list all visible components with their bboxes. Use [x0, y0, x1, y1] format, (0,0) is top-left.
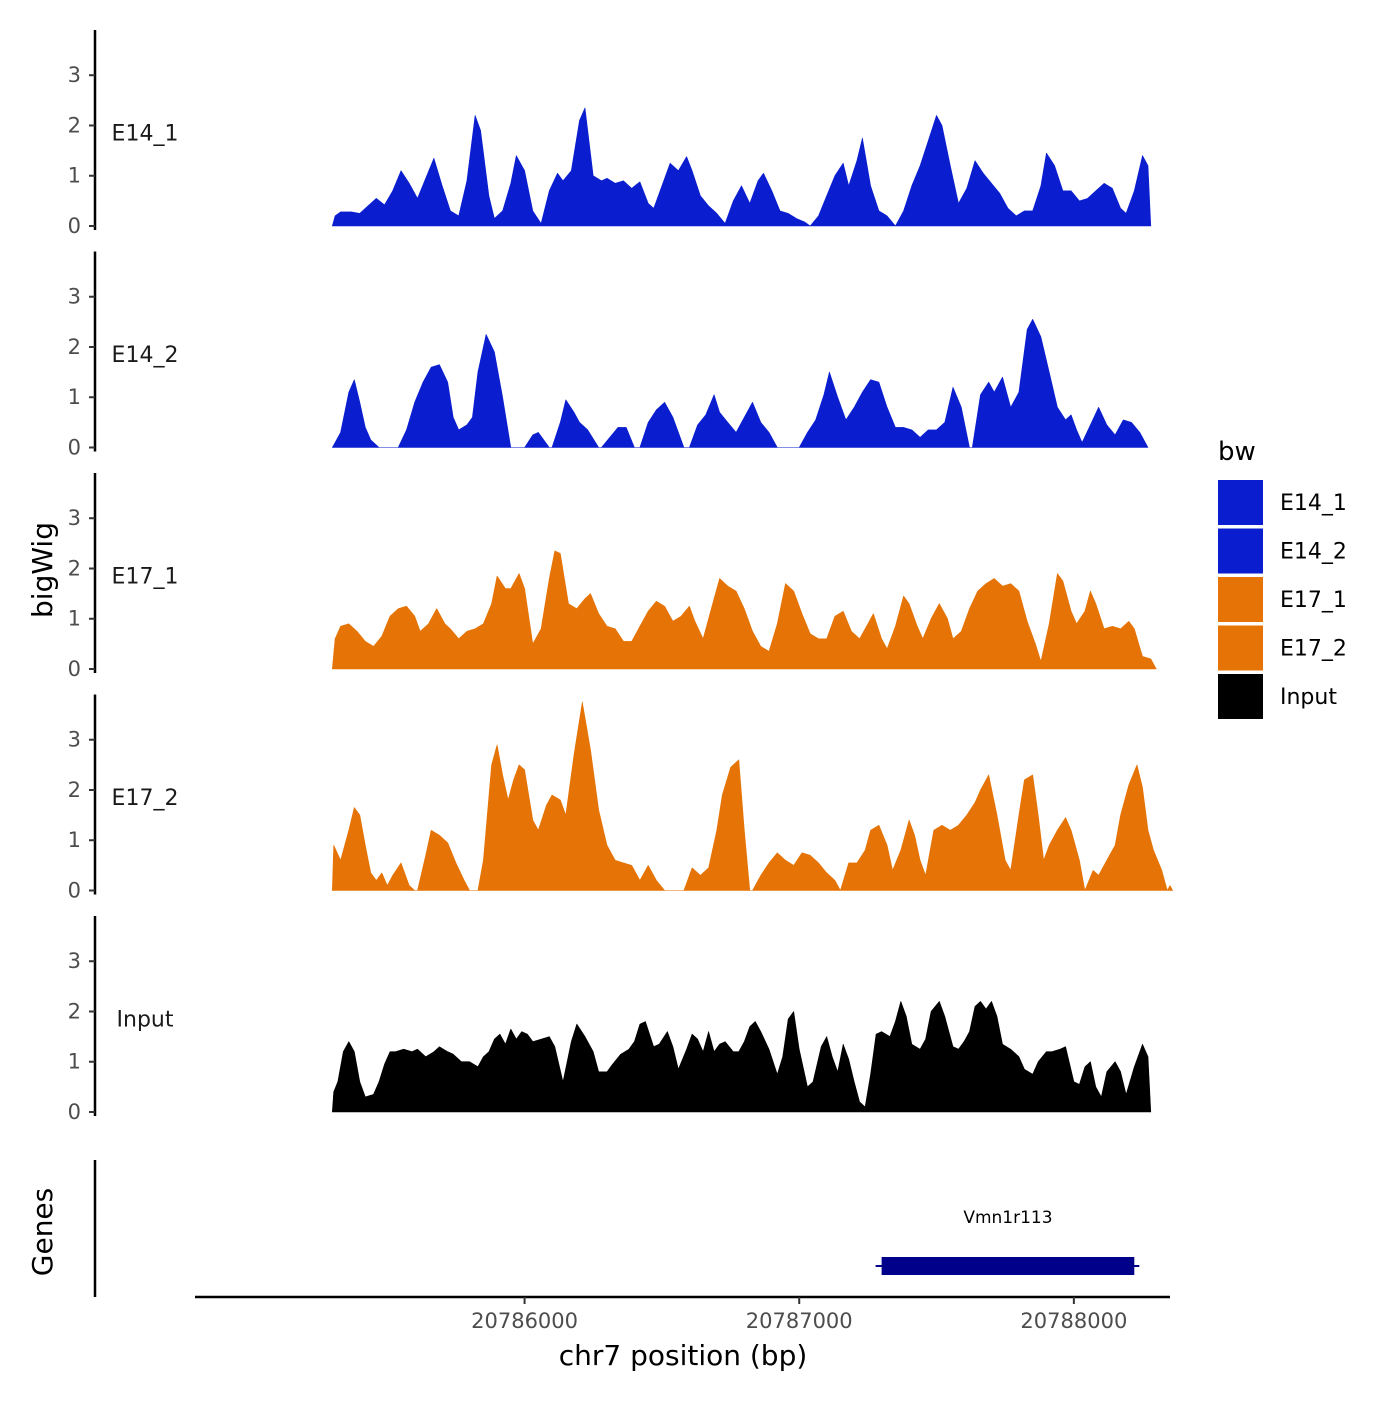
gene-label: Vmn1r113 — [963, 1208, 1052, 1228]
legend-item-e17-2: E17_2 — [1218, 625, 1347, 671]
y-tick-label: 2 — [68, 999, 81, 1023]
track-e17-2: 0 1 2 3 E17_2 — [68, 694, 1173, 903]
y-tick-label: 1 — [68, 828, 81, 852]
signal-area-e17-1 — [332, 550, 1157, 670]
y-tick-label: 2 — [68, 335, 81, 359]
legend-item-e14-1: E14_1 — [1218, 480, 1347, 525]
y-tick-label: 0 — [68, 879, 81, 903]
signal-area-e14-2 — [332, 319, 1149, 448]
legend-swatch — [1218, 480, 1263, 525]
legend-label: E17_2 — [1280, 637, 1347, 662]
y-tick-label: 1 — [68, 607, 81, 631]
gene-vmn1r113: Vmn1r113 — [875, 1208, 1140, 1275]
legend-label: Input — [1280, 685, 1337, 710]
track-label: Input — [117, 1007, 174, 1032]
track-label: E17_1 — [112, 564, 179, 589]
y-tick-label: 1 — [68, 164, 81, 188]
y-tick-label: 1 — [68, 385, 81, 409]
y-tick-label: 2 — [68, 113, 81, 137]
legend-title: bw — [1218, 437, 1256, 467]
x-axis: 20786000 20787000 20788000 — [195, 1295, 1170, 1333]
legend-label: E17_1 — [1280, 588, 1347, 613]
legend-label: E14_2 — [1280, 540, 1347, 565]
genes-axis-title: Genes — [26, 1188, 59, 1276]
y-tick-label: 2 — [68, 556, 81, 580]
x-tick-label: 20787000 — [746, 1309, 853, 1333]
x-tick-label: 20786000 — [471, 1309, 578, 1333]
signal-area-e14-1 — [332, 107, 1152, 227]
legend-item-e17-1: E17_1 — [1218, 577, 1347, 622]
y-tick-label: 3 — [68, 949, 81, 973]
y-tick-label: 3 — [68, 728, 81, 752]
track-label: E14_1 — [112, 121, 179, 146]
legend-label: E14_1 — [1280, 491, 1347, 516]
legend: bw E14_1 E14_2 E17_1 E17_2 Input — [1218, 437, 1347, 719]
tracks: 0 1 2 3 E14_1 0 1 2 3 E14_2 0 1 2 3 E17_1 0 1 2 3 E17_2 0 1 2 3… — [68, 30, 1173, 1124]
y-tick-label: 3 — [68, 506, 81, 530]
track-label: E14_2 — [112, 343, 179, 368]
track-label: E17_2 — [112, 786, 179, 811]
gene-track: Vmn1r113 — [93, 1160, 1140, 1297]
y-tick-label: 2 — [68, 778, 81, 802]
track-input: 0 1 2 3 Input — [68, 916, 1152, 1124]
y-tick-label: 0 — [68, 657, 81, 681]
y-tick-label: 0 — [68, 436, 81, 460]
track-e14-1: 0 1 2 3 E14_1 — [68, 30, 1152, 238]
legend-swatch — [1218, 528, 1263, 574]
y-tick-label: 0 — [68, 1100, 81, 1124]
y-axis-title: bigWig — [26, 522, 59, 618]
y-tick-label: 3 — [68, 63, 81, 87]
legend-swatch — [1218, 625, 1263, 671]
legend-swatch — [1218, 577, 1263, 622]
track-e14-2: 0 1 2 3 E14_2 — [68, 251, 1149, 460]
signal-area-e17-2 — [332, 701, 1173, 891]
legend-item-e14-2: E14_2 — [1218, 528, 1347, 574]
x-tick-label: 20788000 — [1020, 1309, 1127, 1333]
legend-item-input: Input — [1218, 674, 1337, 719]
y-tick-label: 1 — [68, 1050, 81, 1074]
x-axis-title: chr7 position (bp) — [559, 1339, 808, 1372]
signal-area-input — [332, 1001, 1152, 1113]
track-e17-1: 0 1 2 3 E17_1 — [68, 473, 1157, 681]
y-tick-label: 0 — [68, 214, 81, 238]
y-tick-label: 3 — [68, 285, 81, 309]
legend-swatch — [1218, 674, 1263, 719]
